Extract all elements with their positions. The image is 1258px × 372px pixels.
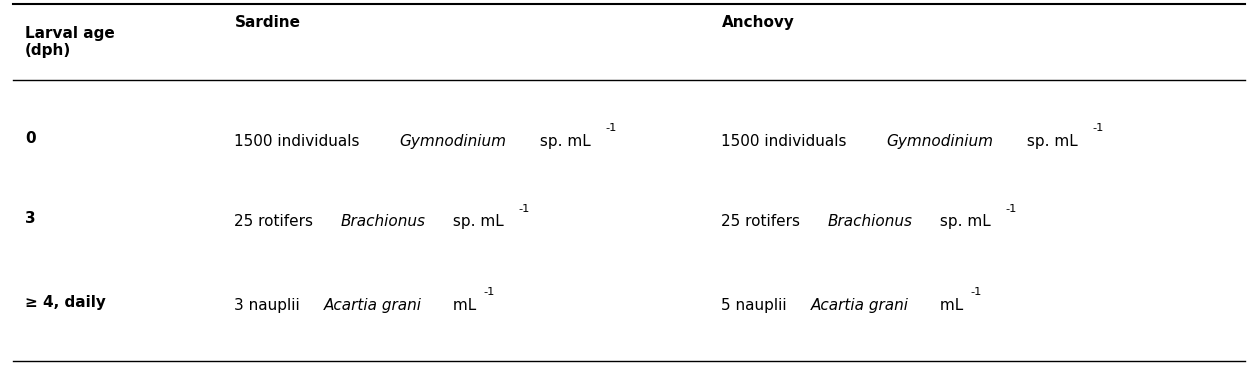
Text: sp. mL: sp. mL — [448, 214, 503, 229]
Text: 0: 0 — [25, 131, 35, 146]
Text: -1: -1 — [970, 287, 981, 297]
Text: -1: -1 — [483, 287, 494, 297]
Text: Anchovy: Anchovy — [722, 15, 794, 30]
Text: 25 rotifers: 25 rotifers — [234, 214, 318, 229]
Text: Acartia grani: Acartia grani — [810, 298, 908, 313]
Text: Brachionus: Brachionus — [828, 214, 912, 229]
Text: mL: mL — [448, 298, 476, 313]
Text: 1500 individuals: 1500 individuals — [722, 134, 852, 149]
Text: Gymnodinium: Gymnodinium — [399, 134, 507, 149]
Text: -1: -1 — [1092, 123, 1103, 133]
Text: 5 nauplii: 5 nauplii — [722, 298, 793, 313]
Text: 25 rotifers: 25 rotifers — [722, 214, 805, 229]
Text: sp. mL: sp. mL — [535, 134, 590, 149]
Text: sp. mL: sp. mL — [935, 214, 991, 229]
Text: Gymnodinium: Gymnodinium — [887, 134, 994, 149]
Text: Sardine: Sardine — [234, 15, 301, 30]
Text: 3: 3 — [25, 211, 35, 226]
Text: Brachionus: Brachionus — [341, 214, 425, 229]
Text: sp. mL: sp. mL — [1021, 134, 1077, 149]
Text: -1: -1 — [605, 123, 616, 133]
Text: -1: -1 — [1005, 203, 1016, 214]
Text: -1: -1 — [518, 203, 530, 214]
Text: 1500 individuals: 1500 individuals — [234, 134, 365, 149]
Text: mL: mL — [935, 298, 962, 313]
Text: Acartia grani: Acartia grani — [323, 298, 421, 313]
Text: 3 nauplii: 3 nauplii — [234, 298, 306, 313]
Text: ≥ 4, daily: ≥ 4, daily — [25, 295, 106, 310]
Text: Larval age
(dph): Larval age (dph) — [25, 26, 114, 58]
